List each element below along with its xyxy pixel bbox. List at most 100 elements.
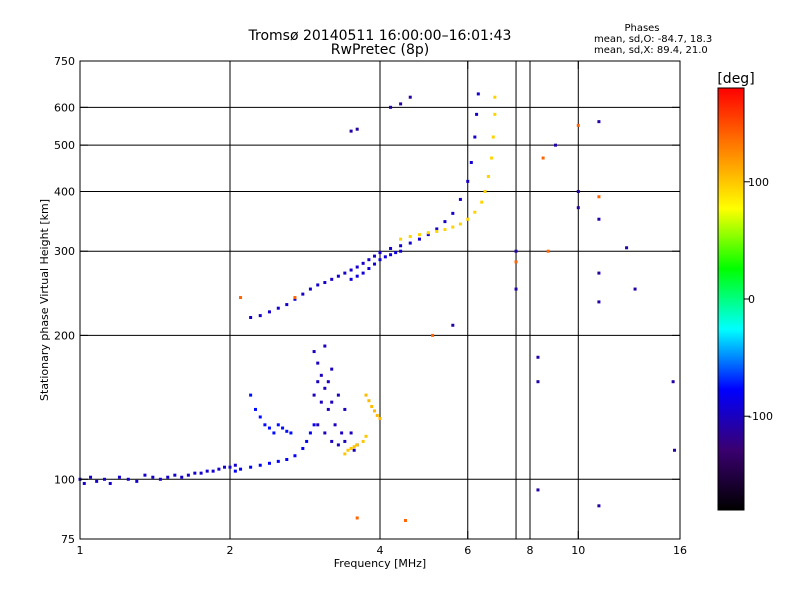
data-point — [493, 95, 497, 99]
data-point — [367, 267, 371, 271]
data-point — [239, 467, 243, 471]
data-point — [633, 287, 637, 291]
data-point — [82, 481, 86, 485]
data-point — [426, 231, 430, 235]
data-point — [476, 92, 480, 96]
data-point — [333, 423, 337, 427]
data-point — [301, 292, 305, 296]
data-point — [126, 477, 130, 481]
data-point — [490, 156, 494, 160]
data-point — [373, 409, 377, 413]
y-tick-label: 600 — [54, 101, 75, 114]
data-point — [293, 296, 297, 300]
data-point — [267, 310, 271, 314]
data-point — [316, 423, 320, 427]
data-point — [349, 277, 353, 281]
x-tick-label: 8 — [527, 544, 534, 557]
data-point — [486, 174, 490, 178]
data-point — [276, 459, 280, 463]
data-point — [443, 228, 447, 232]
data-point — [597, 120, 601, 124]
data-point — [349, 431, 353, 435]
phase-stats-header: Phases — [624, 23, 659, 34]
data-point — [158, 477, 162, 481]
chart-subtitle: RwPretec (8p) — [331, 42, 429, 58]
data-point — [89, 475, 93, 479]
data-point — [343, 271, 347, 275]
data-point — [233, 463, 237, 467]
data-point — [211, 469, 215, 473]
data-point — [276, 423, 280, 427]
data-point — [355, 265, 359, 269]
colorbar-label: [deg] — [717, 71, 754, 87]
phase-stats-x: mean, sd,X: 89.4, 21.0 — [594, 45, 708, 56]
data-point — [316, 283, 320, 287]
data-point — [597, 271, 601, 275]
data-points — [78, 92, 677, 522]
data-point — [343, 407, 347, 411]
data-point — [671, 380, 675, 384]
data-point — [103, 477, 107, 481]
chart-title: Tromsø 20140511 16:00:00–16:01:43 — [248, 28, 512, 44]
data-point — [475, 112, 479, 116]
data-point — [458, 197, 462, 201]
data-point — [673, 448, 677, 452]
data-point — [536, 380, 540, 384]
data-point — [272, 431, 276, 435]
data-point — [394, 251, 398, 255]
data-point — [249, 393, 253, 397]
data-point — [143, 473, 147, 477]
data-point — [308, 287, 312, 291]
colorbar-ticks: -100 0 100 — [744, 176, 773, 423]
data-point — [267, 461, 271, 465]
data-point — [223, 465, 227, 469]
data-point — [312, 393, 316, 397]
data-point — [466, 179, 470, 183]
data-point — [343, 439, 347, 443]
data-point — [285, 429, 289, 433]
data-point — [493, 112, 497, 116]
data-point — [289, 431, 293, 435]
data-point — [336, 393, 340, 397]
data-point — [319, 373, 323, 377]
data-point — [316, 361, 320, 365]
data-point — [373, 254, 377, 258]
data-point — [319, 400, 323, 404]
data-point — [343, 452, 347, 456]
data-point — [361, 271, 365, 275]
data-point — [323, 281, 327, 285]
data-point — [431, 333, 435, 337]
data-point — [263, 423, 267, 427]
data-point — [378, 258, 382, 262]
data-point — [336, 443, 340, 447]
data-point — [378, 417, 382, 421]
data-point — [340, 431, 344, 435]
data-point — [451, 225, 455, 229]
data-point — [285, 303, 289, 307]
data-point — [426, 233, 430, 237]
data-point — [389, 105, 393, 109]
data-point — [228, 465, 232, 469]
data-point — [293, 297, 297, 301]
y-tick-label: 75 — [61, 533, 75, 546]
data-point — [239, 296, 243, 300]
y-axis: 75 100 200 300 400 500 600 750 — [54, 55, 680, 546]
data-point — [435, 227, 439, 231]
data-point — [258, 415, 262, 419]
data-point — [597, 300, 601, 304]
colorbar-tick-label: -100 — [748, 410, 773, 423]
x-axis: 1 2 4 6 8 10 16 — [77, 61, 687, 557]
y-tick-label: 500 — [54, 139, 75, 152]
data-point — [408, 235, 412, 239]
data-point — [233, 469, 237, 473]
data-point — [451, 323, 455, 327]
data-point — [355, 127, 359, 131]
data-point — [330, 277, 334, 281]
data-point — [151, 475, 155, 479]
data-point — [417, 237, 421, 241]
data-point — [312, 423, 316, 427]
x-tick-label: 1 — [77, 544, 84, 557]
data-point — [323, 431, 327, 435]
data-point — [403, 518, 407, 522]
